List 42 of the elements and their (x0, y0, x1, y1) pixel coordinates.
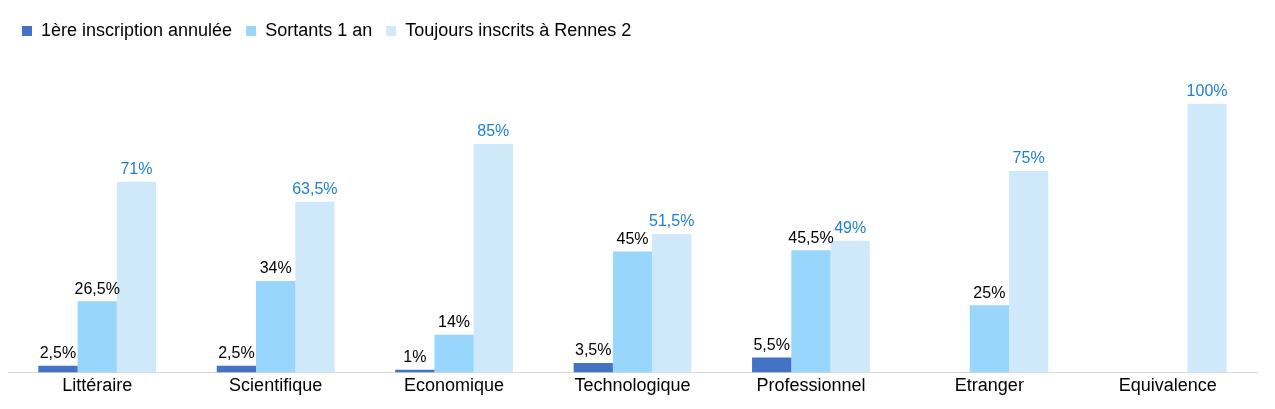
x-tick-label: Professionnel (756, 375, 866, 396)
x-tick-label: Technologique (574, 375, 691, 396)
data-label: 14% (438, 313, 471, 331)
data-label: 3,5% (575, 341, 612, 359)
data-label: 49% (834, 219, 867, 237)
data-label: 2,5% (39, 344, 77, 362)
legend-label: 1ère inscription annulée (41, 19, 233, 40)
bar (77, 301, 117, 373)
x-tick-label: Scientifique (229, 375, 323, 396)
x-tick-label: Littéraire (62, 375, 133, 396)
data-label: 34% (259, 259, 292, 277)
data-label: 75% (1012, 149, 1045, 167)
bar (969, 305, 1009, 373)
bar (256, 281, 296, 373)
data-label: 71% (120, 160, 153, 178)
data-label: 63,5% (292, 180, 338, 198)
data-label: 2,5% (218, 344, 255, 362)
data-label: 85% (477, 122, 510, 140)
bar (38, 365, 78, 373)
legend-label: Toujours inscrits à Rennes 2 (405, 19, 632, 40)
x-tick-label: Etranger (954, 375, 1024, 396)
data-label: 51,5% (649, 212, 695, 230)
bar (473, 144, 513, 373)
bar (573, 363, 613, 373)
bar (752, 357, 792, 373)
data-label: 5,5% (753, 336, 790, 354)
data-label: 25% (973, 283, 1006, 301)
bar (434, 334, 474, 373)
legend-label: Sortants 1 an (265, 19, 373, 40)
bar (1187, 103, 1227, 373)
bar (612, 251, 653, 373)
bar (295, 201, 335, 373)
bar (791, 250, 831, 373)
data-label: 45,5% (788, 228, 834, 246)
data-label: 100% (1186, 82, 1228, 100)
data-label: 1% (403, 348, 427, 366)
x-tick-label: Economique (404, 375, 505, 396)
bar (1008, 170, 1049, 373)
bar (652, 234, 692, 373)
data-label: 45% (616, 229, 649, 247)
data-label: 26,5% (74, 279, 120, 297)
x-tick-label: Equivalence (1118, 375, 1217, 396)
